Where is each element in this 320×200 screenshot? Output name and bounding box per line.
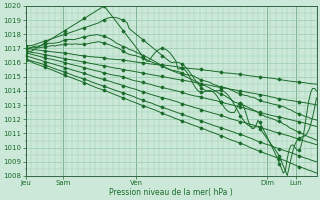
X-axis label: Pression niveau de la mer( hPa ): Pression niveau de la mer( hPa ) — [109, 188, 233, 197]
